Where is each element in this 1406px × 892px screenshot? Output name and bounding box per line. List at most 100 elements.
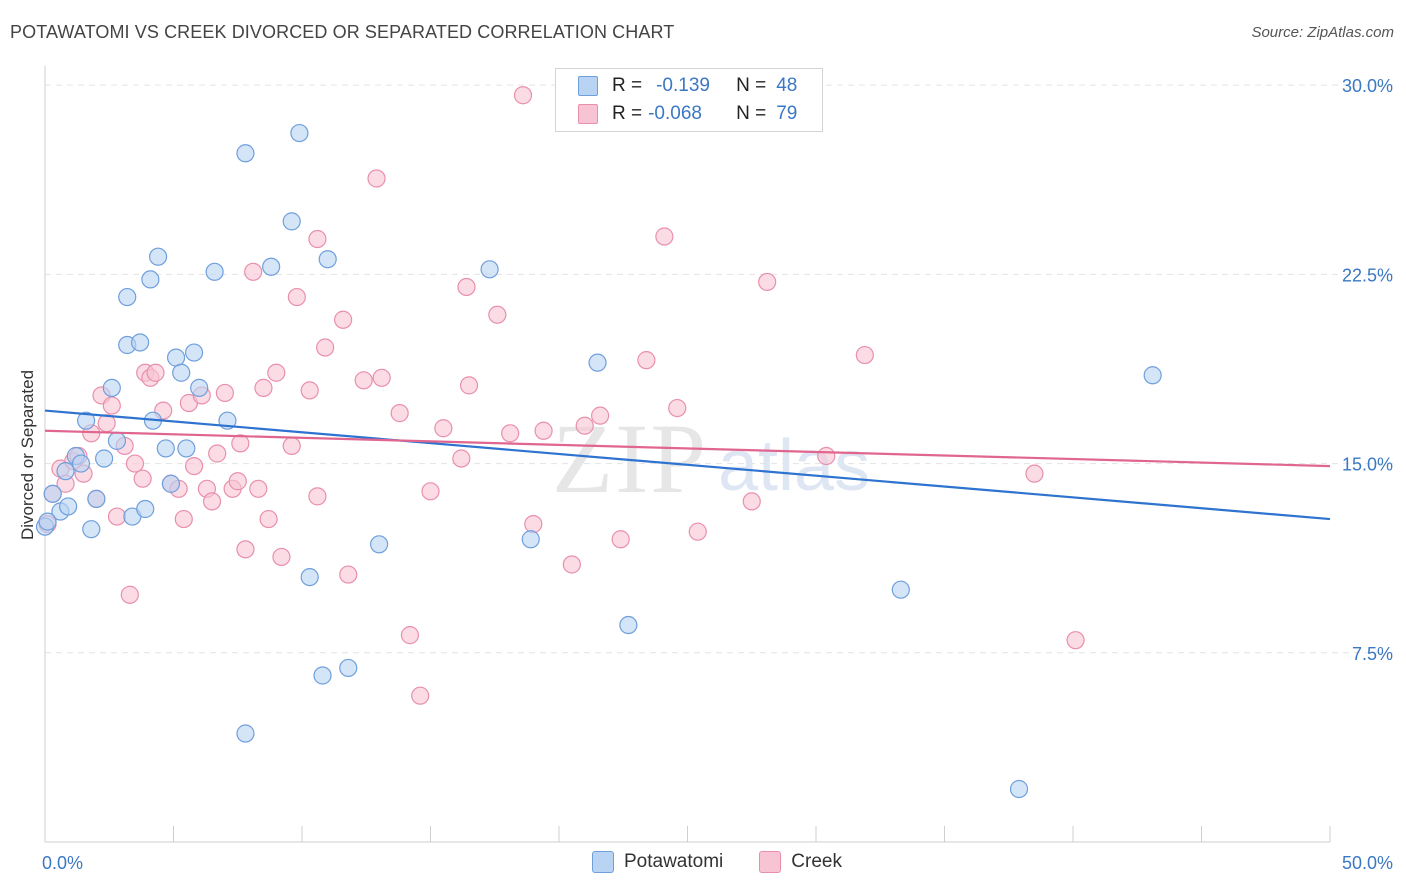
legend-n-label: N = (736, 75, 767, 96)
y-tick-label: 22.5% (1342, 265, 1393, 285)
y-tick-labels: 7.5% 15.0% 22.5% 30.0% (1342, 76, 1393, 664)
y-tick-label: 7.5% (1352, 644, 1393, 664)
x-tick-labels: 0.0% 50.0% (42, 853, 1393, 873)
creek-point (372, 368, 391, 387)
potawatomi-point (95, 449, 114, 468)
legend-r-label: R = (612, 103, 643, 124)
creek-point (249, 479, 268, 498)
potawatomi-point (148, 247, 168, 266)
creek-point (174, 509, 193, 529)
creek-point (259, 509, 278, 529)
creek-point (1066, 631, 1085, 650)
creek-point (501, 424, 520, 443)
creek-point (308, 487, 327, 506)
creek-point (513, 86, 533, 105)
creek-point (742, 492, 761, 511)
potawatomi-point (166, 348, 186, 367)
creek-point (267, 363, 286, 382)
creek-point (655, 227, 674, 246)
potawatomi-points (35, 123, 1162, 799)
potawatomi-point (619, 615, 638, 635)
potawatomi-point (141, 270, 160, 289)
potawatomi-point (177, 439, 196, 458)
axes (44, 66, 1331, 843)
creek-point (421, 482, 440, 501)
legend-row-creek: R = -0.068 N = 79 (578, 101, 797, 127)
y-axis-label: Divorced or Separated (18, 370, 37, 540)
potawatomi-point (236, 144, 255, 163)
creek-point (133, 469, 152, 488)
creek-point (125, 454, 145, 473)
creek-point (282, 436, 301, 456)
potawatomi-point (1143, 366, 1162, 385)
potawatomi-point (161, 474, 181, 493)
creek-point (411, 686, 430, 705)
watermark-zip: ZIP (552, 403, 708, 514)
potawatomi-point (1009, 779, 1029, 799)
potawatomi-point (59, 497, 78, 516)
potawatomi-point (38, 512, 57, 531)
legend-n-value: 79 (776, 103, 798, 124)
potawatomi-point (313, 666, 332, 685)
creek-point (208, 444, 227, 463)
creek-point (334, 310, 353, 329)
creek-point (637, 351, 656, 370)
potawatomi-point (339, 658, 358, 678)
potawatomi-point (588, 353, 607, 372)
bottom-legend-creek: Creek (759, 851, 842, 873)
bottom-legend-potawatomi: Potawatomi (592, 851, 723, 873)
y-tick-label: 30.0% (1342, 76, 1393, 96)
creek-point (120, 585, 139, 604)
potawatomi-point (82, 520, 101, 539)
creek-point (339, 565, 358, 584)
creek-point (272, 547, 291, 567)
creek-point (146, 363, 165, 382)
potawatomi-point (136, 499, 155, 519)
potawatomi-point (318, 250, 337, 269)
creek-point (817, 446, 836, 466)
legend-r-value: -0.068 (648, 103, 702, 124)
legend-r-value: -0.139 (656, 75, 710, 96)
creek-point (300, 381, 319, 400)
legend-swatch-creek (578, 104, 598, 124)
creek-point (228, 472, 247, 491)
creek-point (434, 419, 453, 438)
creek-point (611, 530, 630, 549)
potawatomi-point (290, 123, 309, 143)
potawatomi-point (521, 530, 540, 549)
creek-point (354, 371, 373, 390)
potawatomi-point (480, 260, 499, 279)
potawatomi-point (262, 257, 281, 276)
potawatomi-point (370, 535, 389, 554)
potawatomi-point (107, 431, 127, 450)
grid-lines (45, 84, 1395, 654)
creek-point (308, 229, 327, 249)
potawatomi-point (891, 580, 910, 599)
creek-point (231, 434, 250, 453)
creek-point (244, 262, 263, 281)
creek-point (202, 492, 222, 511)
creek-point (236, 540, 255, 559)
creek-point (400, 626, 420, 645)
watermark-atlas: atlas (718, 426, 870, 506)
creek-trend-line (44, 429, 1331, 468)
legend-n-value: 48 (776, 75, 798, 96)
creek-point (184, 456, 204, 476)
potawatomi-trend-line (44, 409, 1331, 521)
potawatomi-point (190, 378, 209, 397)
x-tick-label: 50.0% (1342, 853, 1393, 873)
potawatomi-point (282, 212, 301, 231)
creek-point (855, 345, 874, 365)
creek-point (1025, 464, 1044, 483)
potawatomi-point (118, 287, 137, 307)
potawatomi-point (102, 378, 121, 397)
chart-title: POTAWATOMI VS CREEK DIVORCED OR SEPARATE… (10, 22, 675, 42)
potawatomi-point (156, 439, 175, 458)
creek-point (562, 555, 581, 574)
creek-point (534, 421, 553, 440)
creek-point (102, 396, 121, 415)
potawatomi-point (236, 724, 255, 743)
creek-point (758, 272, 777, 292)
potawatomi-point (43, 484, 62, 503)
bottom-legend-label-potawatomi: Potawatomi (624, 851, 724, 872)
